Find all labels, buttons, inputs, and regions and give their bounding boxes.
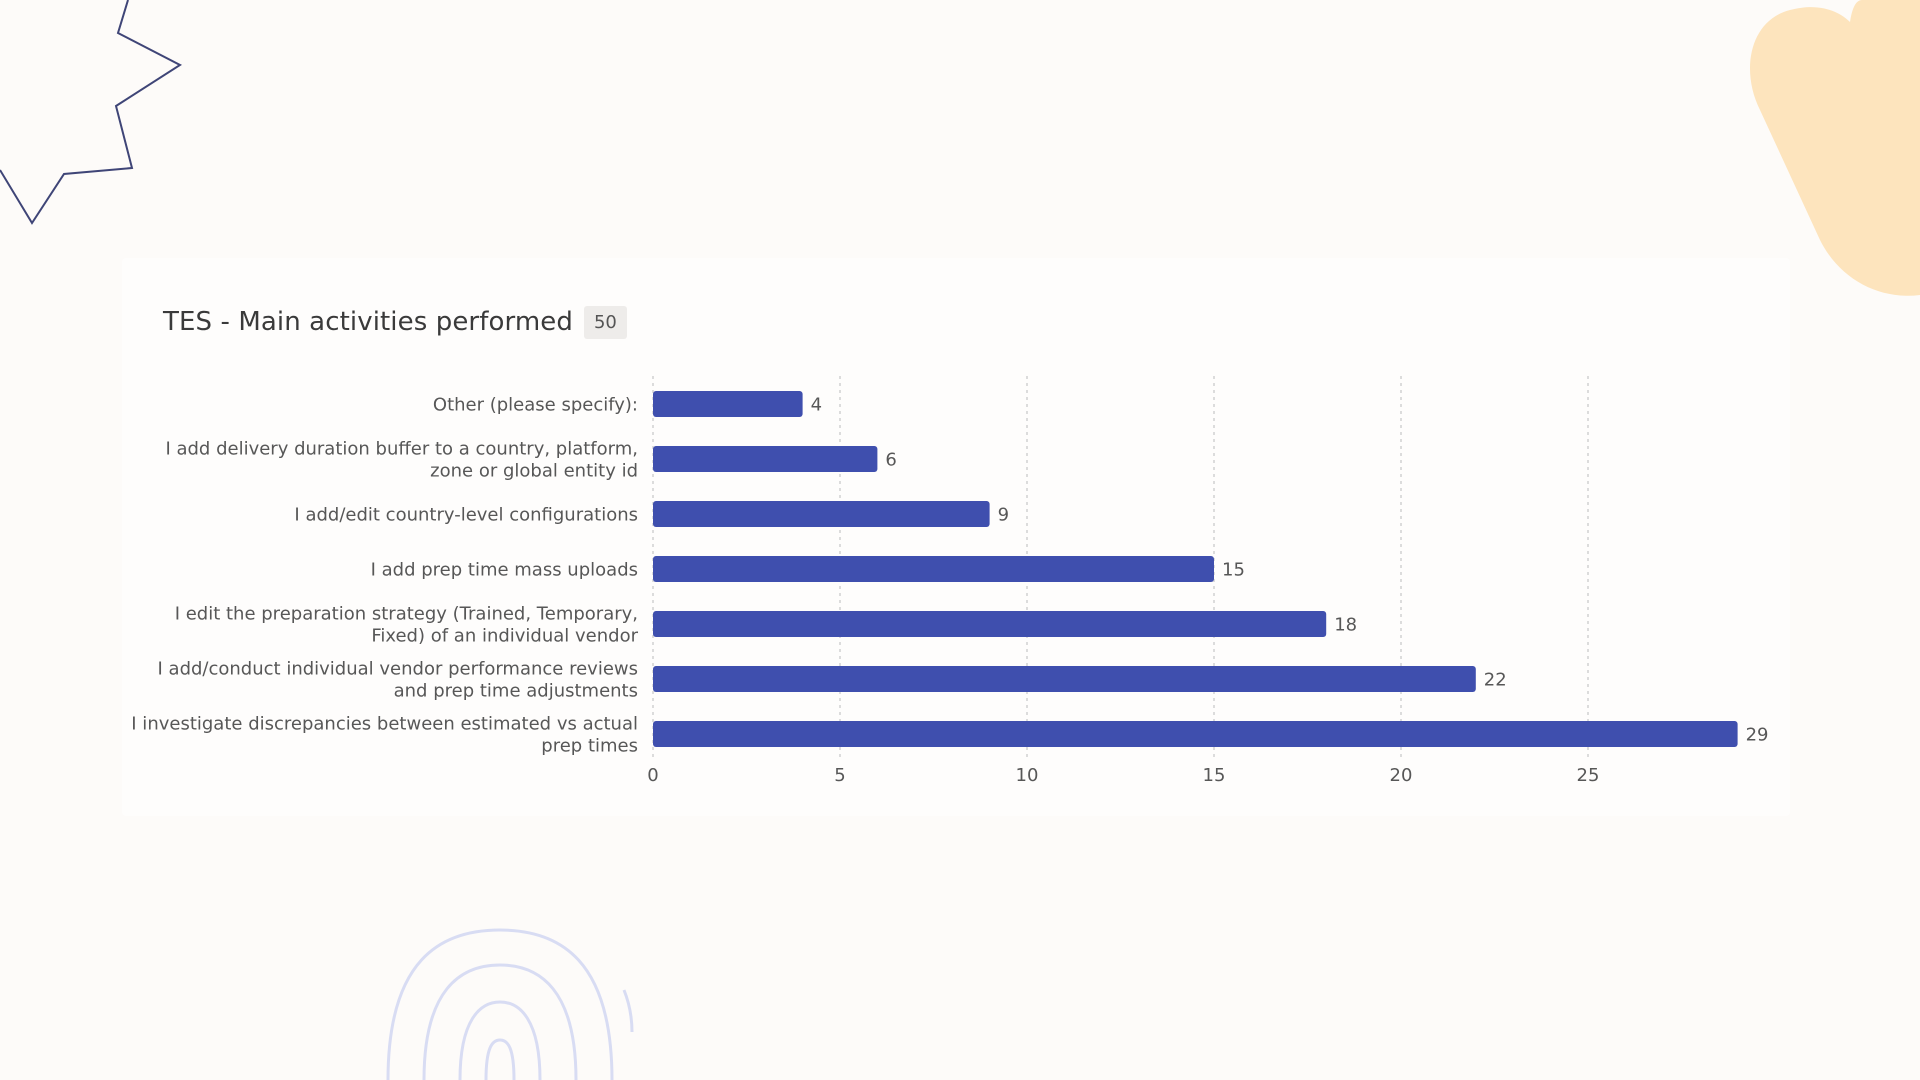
response-count-badge: 50 [583, 305, 627, 339]
bar[interactable] [653, 501, 990, 527]
category-label: Other (please specify): [433, 395, 638, 416]
chart-title: TES - Main activities performed [163, 307, 573, 337]
category-labels: Other (please specify): I add delivery du… [131, 395, 638, 757]
category-label: I add delivery duration buffer to a coun… [165, 439, 638, 460]
bar-value-label: 15 [1222, 560, 1245, 581]
x-tick-label: 10 [1016, 765, 1039, 786]
category-label: zone or global entity id [430, 461, 638, 482]
concentric-rings-icon [386, 928, 634, 1080]
bar-value-label: 29 [1746, 725, 1769, 746]
bar[interactable] [653, 556, 1214, 582]
value-labels: 4 6 9 15 18 22 29 [811, 395, 1769, 746]
x-tick-label: 25 [1577, 765, 1600, 786]
bar-value-label: 9 [998, 505, 1009, 526]
category-label: I add prep time mass uploads [371, 560, 638, 581]
bars [653, 391, 1738, 747]
bar[interactable] [653, 666, 1476, 692]
bar-value-label: 4 [811, 395, 822, 416]
star-outline-icon [0, 0, 182, 225]
category-label: I add/conduct individual vendor performa… [158, 659, 638, 680]
bar-value-label: 22 [1484, 670, 1507, 691]
x-tick-label: 15 [1203, 765, 1226, 786]
bar[interactable] [653, 391, 803, 417]
category-label: I edit the preparation strategy (Trained… [175, 604, 638, 625]
bar[interactable] [653, 721, 1738, 747]
x-tick-label: 20 [1390, 765, 1413, 786]
bar[interactable] [653, 446, 878, 472]
category-label: I add/edit country-level configurations [294, 505, 638, 526]
category-label: Fixed) of an individual vendor [371, 626, 638, 647]
bar-value-label: 6 [885, 450, 896, 471]
category-label: and prep time adjustments [394, 681, 638, 702]
bar[interactable] [653, 611, 1327, 637]
blob-shape-icon [1750, 0, 1920, 296]
x-tick-label: 0 [647, 765, 658, 786]
x-tick-label: 5 [834, 765, 845, 786]
bar-value-label: 18 [1334, 615, 1357, 636]
category-label: prep times [541, 736, 638, 757]
category-label: I investigate discrepancies between esti… [131, 714, 638, 735]
x-axis-ticks: 0 5 10 15 20 25 [647, 765, 1599, 786]
card-header: TES - Main activities performed 50 [163, 302, 627, 342]
